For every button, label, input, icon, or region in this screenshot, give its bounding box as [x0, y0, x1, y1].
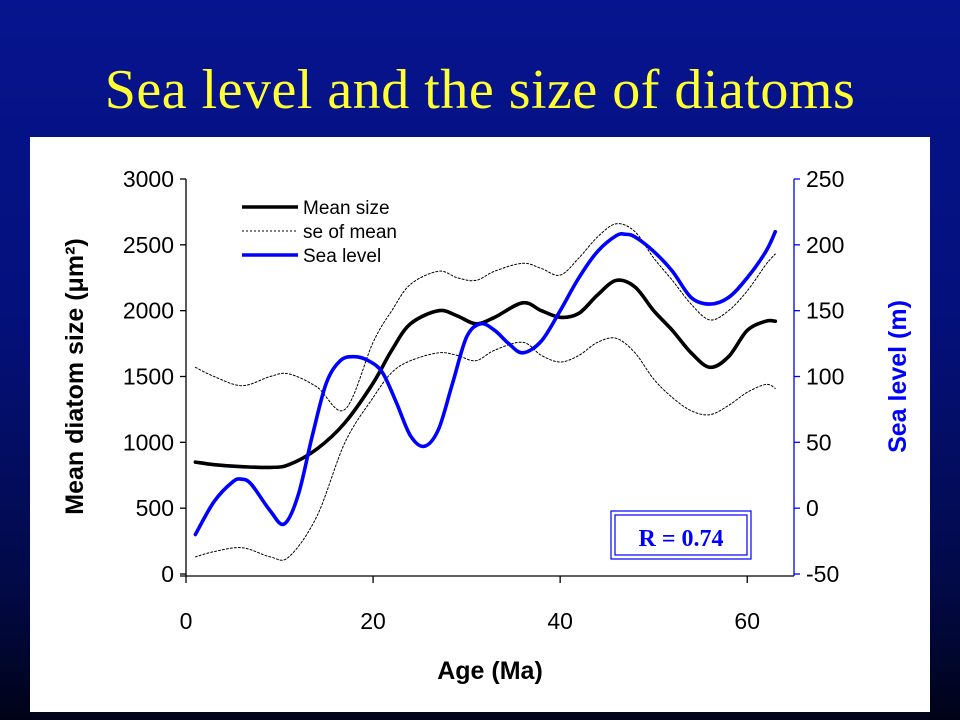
x-axis-title: Age (Ma): [437, 657, 543, 685]
legend-label: Mean size: [303, 198, 390, 219]
left-tick-label: 3000: [123, 166, 174, 192]
x-tick-label: 40: [547, 608, 573, 634]
slide-title: Sea level and the size of diatoms: [104, 59, 856, 121]
right-tick-label: 200: [806, 232, 844, 258]
legend: Mean size se of mean Sea level: [242, 198, 397, 267]
correlation-annotation: R = 0.74: [638, 526, 723, 552]
right-axis-title: Sea level (m): [884, 300, 912, 453]
sea-level-line: [193, 229, 778, 537]
dual-axis-line-chart: 050010001500200025003000-500501001502002…: [61, 166, 912, 685]
left-tick-label: 2500: [123, 232, 174, 258]
right-tick-label: 50: [806, 429, 832, 455]
se-of-mean-line: [194, 223, 776, 412]
right-tick-label: 250: [806, 166, 844, 192]
x-tick-label: 60: [734, 608, 760, 634]
left-tick-label: 2000: [123, 298, 174, 324]
annotation-box-inner: [614, 514, 748, 556]
right-tick-label: -50: [806, 561, 839, 587]
legend-label: se of mean: [303, 222, 397, 243]
right-tick-label: 100: [806, 364, 844, 390]
right-tick-label: 150: [806, 298, 844, 324]
left-axis-title: Mean diatom size (μm²): [61, 238, 89, 514]
left-tick-label: 1500: [123, 364, 174, 390]
x-tick-label: 20: [360, 608, 386, 634]
se-lower-line: [194, 337, 776, 561]
left-tick-label: 1000: [123, 429, 174, 455]
legend-label: Sea level: [303, 246, 381, 267]
x-tick-label: 0: [180, 608, 193, 634]
left-tick-label: 0: [161, 561, 174, 587]
chart-panel: 0 500 1000 1500 2000 2500 3000 -50 0 50 100 150 200 2…: [30, 137, 930, 712]
left-tick-label: 500: [136, 495, 174, 521]
right-tick-label: 0: [806, 495, 819, 521]
